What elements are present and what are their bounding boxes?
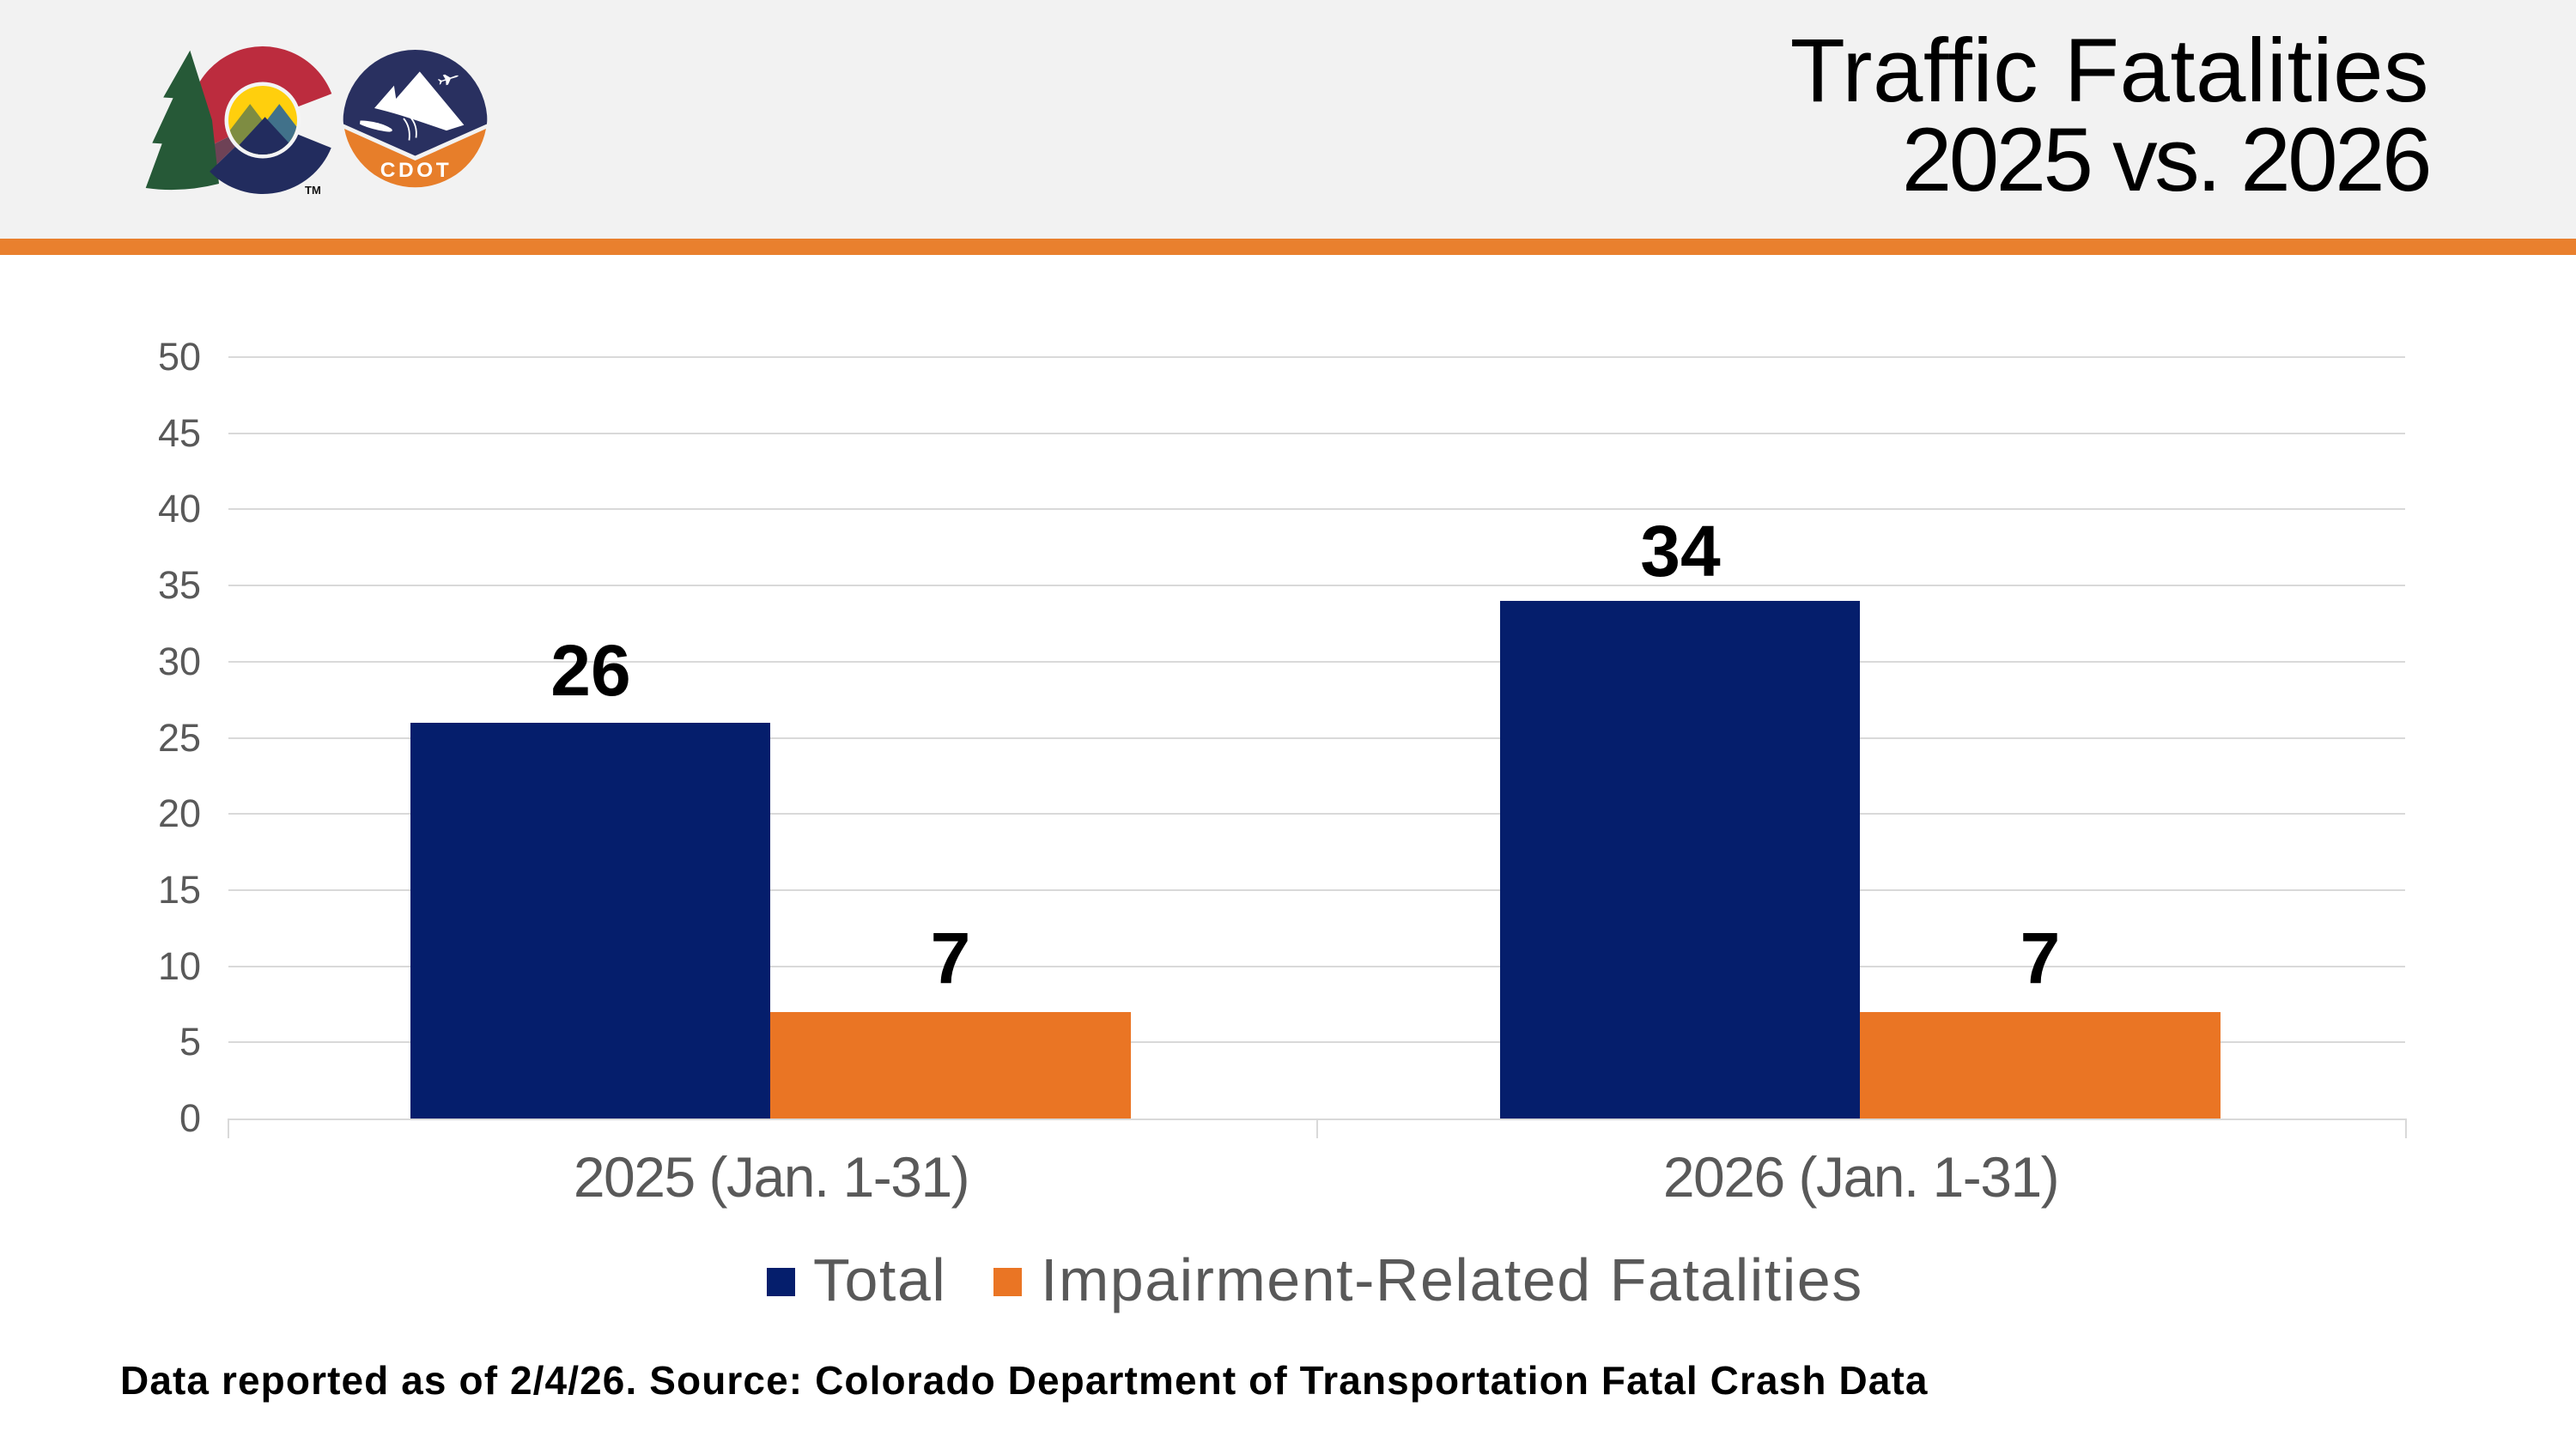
svg-text:TM: TM	[305, 184, 321, 197]
svg-text:CDOT: CDOT	[380, 159, 452, 182]
